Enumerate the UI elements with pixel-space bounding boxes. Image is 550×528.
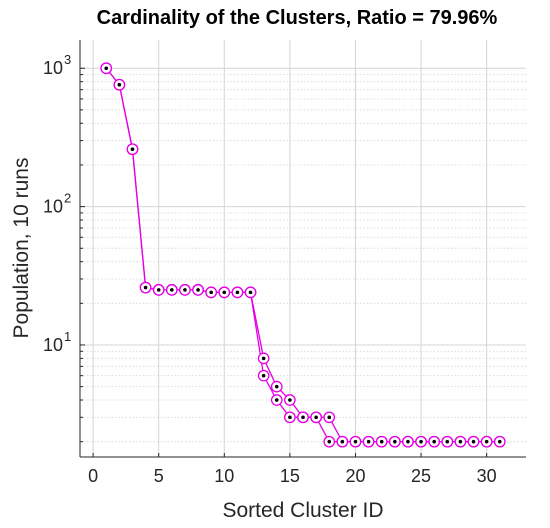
axes bbox=[79, 40, 526, 458]
series-2-point-center bbox=[261, 373, 266, 378]
x-tick-label: 30 bbox=[477, 466, 497, 486]
x-tick-label: 10 bbox=[214, 466, 234, 486]
y-tick-exponent: 1 bbox=[64, 329, 71, 344]
series-2-point-center bbox=[183, 288, 187, 292]
series-2-point-center bbox=[130, 147, 135, 151]
series-2-point-center bbox=[432, 439, 436, 444]
series-2-point-center bbox=[222, 290, 227, 295]
series-2-point-center bbox=[170, 288, 174, 292]
series-2-point-center bbox=[274, 398, 279, 402]
series-2-point-center bbox=[301, 415, 305, 420]
grid bbox=[80, 40, 526, 457]
series-2-point-center bbox=[484, 439, 489, 444]
series-1-point-center bbox=[327, 415, 332, 420]
series-2-point-center bbox=[156, 288, 161, 292]
y-tick-exponent: 2 bbox=[64, 191, 71, 206]
y-tick-label: 10 bbox=[43, 58, 63, 78]
series-2-point-center bbox=[445, 439, 450, 444]
series-1-point-center bbox=[261, 356, 266, 361]
series-2-point-center bbox=[497, 439, 502, 444]
y-tick-label: 10 bbox=[43, 335, 63, 355]
series-1-point-center bbox=[274, 384, 279, 389]
series-2-point-center bbox=[235, 290, 240, 295]
series-group bbox=[100, 62, 506, 448]
chart-title: Cardinality of the Clusters, Ratio = 79.… bbox=[97, 7, 498, 29]
series-2-point-center bbox=[104, 66, 109, 71]
series-2-point-center bbox=[340, 439, 345, 444]
series-2-point-center bbox=[143, 285, 148, 290]
series-2-point-center bbox=[379, 439, 384, 444]
series-2-point-center bbox=[209, 290, 213, 295]
y-axis-label: Population, 10 runs bbox=[10, 158, 33, 339]
x-tick-label: 15 bbox=[280, 466, 300, 486]
series-2-point-center bbox=[117, 82, 122, 87]
x-tick-label: 20 bbox=[345, 466, 365, 486]
series-2-point-center bbox=[288, 415, 292, 420]
series-2-point-center bbox=[471, 439, 476, 444]
series-2-point-center bbox=[248, 290, 253, 295]
x-tick-label: 5 bbox=[154, 466, 164, 486]
x-axis-label: Sorted Cluster ID bbox=[222, 499, 383, 522]
series-2-point-center bbox=[406, 439, 410, 444]
series-2-point-center bbox=[419, 439, 423, 444]
series-2-point-center bbox=[196, 288, 200, 292]
y-tick-label: 10 bbox=[43, 197, 63, 217]
series-2-point-center bbox=[366, 439, 371, 444]
series-1-point-center bbox=[288, 398, 292, 402]
series-2-point-center bbox=[353, 439, 358, 444]
x-tick-label: 25 bbox=[411, 466, 431, 486]
series-2-point-center bbox=[393, 439, 397, 444]
series-2-point-center bbox=[458, 439, 463, 444]
x-tick-label: 0 bbox=[88, 466, 98, 486]
series-2-point-center bbox=[327, 439, 332, 444]
y-tick-exponent: 3 bbox=[64, 52, 71, 67]
series-2-point-center bbox=[314, 415, 318, 420]
